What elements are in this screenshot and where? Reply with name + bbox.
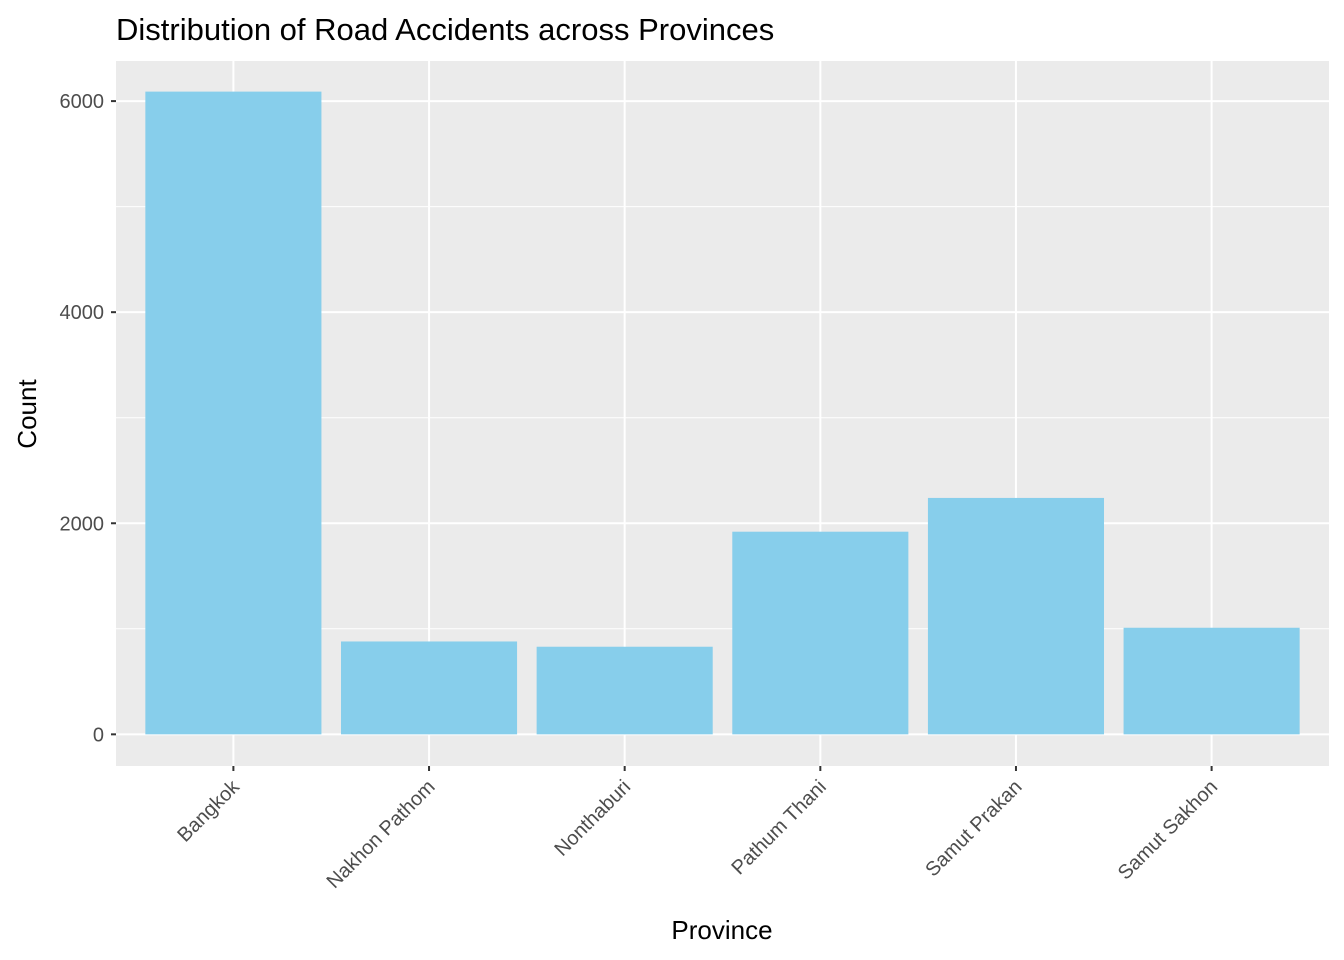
- y-axis-title: Count: [12, 379, 42, 449]
- bar-samut-sakhon: [1123, 627, 1300, 735]
- x-tick-label: Samut Prakan: [921, 776, 1026, 881]
- y-tick-label: 2000: [60, 513, 105, 535]
- x-tick-label: Pathum Thani: [728, 776, 831, 879]
- bar-nakhon-pathom: [340, 641, 518, 735]
- bar-nonthaburi: [536, 646, 713, 735]
- chart-title: Distribution of Road Accidents across Pr…: [116, 12, 774, 47]
- bar-samut-prakan: [927, 497, 1105, 735]
- bar-pathum-thani: [732, 531, 909, 735]
- x-axis-title: Province: [671, 915, 772, 945]
- bars: [145, 91, 1300, 735]
- y-tick-label: 0: [93, 724, 104, 746]
- x-tick-label: Nakhon Pathom: [323, 776, 440, 893]
- bar-bangkok: [145, 91, 322, 735]
- y-axis: 0 2000 4000 6000: [60, 91, 116, 746]
- x-axis: Bangkok Nakhon Pathom Nonthaburi Pathum Tha…: [173, 766, 1222, 893]
- y-tick-label: 6000: [60, 91, 105, 113]
- x-tick-label: Nonthaburi: [550, 776, 635, 861]
- x-tick-label: Bangkok: [173, 775, 244, 846]
- y-tick-label: 4000: [60, 302, 105, 324]
- x-tick-label: Samut Sakhon: [1114, 776, 1222, 884]
